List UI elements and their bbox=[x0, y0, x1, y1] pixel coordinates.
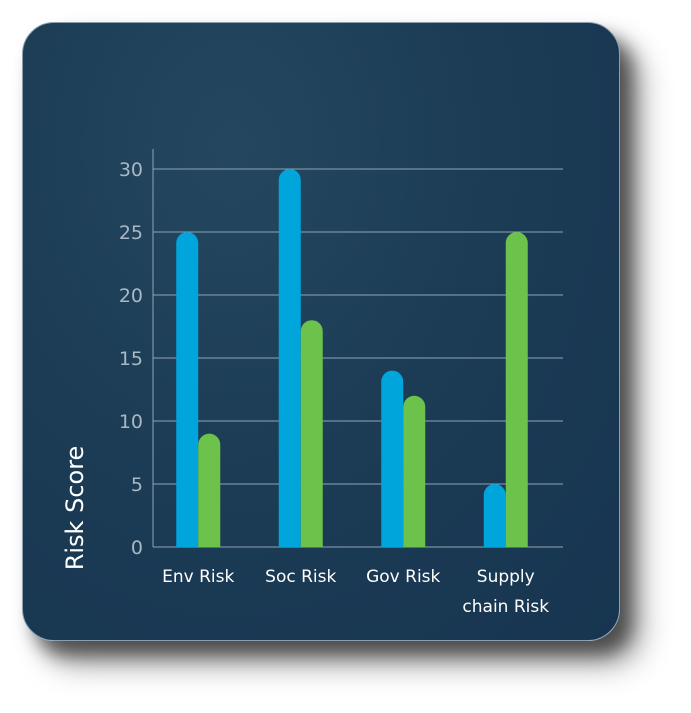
bar-series1-cat1 bbox=[176, 232, 199, 547]
bar-chart: 0 5 10 15 20 25 30 Env Risk Soc Risk Gov Risk Sup… bbox=[61, 149, 563, 617]
x-category-labels: Env Risk Soc Risk Gov Risk Supply chain Risk bbox=[162, 567, 549, 617]
bar-series2-cat2 bbox=[300, 320, 323, 547]
x-category-label: Supply bbox=[477, 567, 535, 587]
y-tick-label: 0 bbox=[131, 537, 143, 559]
gridlines bbox=[152, 149, 563, 548]
x-category-label: Env Risk bbox=[162, 567, 234, 587]
bars bbox=[176, 169, 528, 547]
y-tick-label: 30 bbox=[119, 159, 143, 181]
y-tick-label: 10 bbox=[119, 411, 143, 433]
y-tick-label: 20 bbox=[119, 285, 143, 307]
bar-series1-cat4 bbox=[483, 484, 506, 547]
y-tick-labels: 0 5 10 15 20 25 30 bbox=[119, 159, 143, 559]
x-category-label: chain Risk bbox=[462, 597, 549, 617]
y-tick-label: 5 bbox=[131, 474, 143, 496]
y-axis-title: Risk Score bbox=[61, 446, 89, 571]
y-tick-label: 15 bbox=[119, 348, 143, 370]
bar-series2-cat3 bbox=[403, 395, 426, 547]
bar-series1-cat3 bbox=[381, 370, 404, 547]
x-category-label: Soc Risk bbox=[265, 567, 336, 587]
bar-series1-cat2 bbox=[278, 169, 301, 547]
y-tick-label: 25 bbox=[119, 222, 143, 244]
bar-series2-cat4 bbox=[505, 232, 528, 547]
x-category-label: Gov Risk bbox=[366, 567, 440, 587]
bar-series2-cat1 bbox=[198, 433, 221, 547]
chart-card: 0 5 10 15 20 25 30 Env Risk Soc Risk Gov Risk Sup… bbox=[22, 22, 620, 641]
